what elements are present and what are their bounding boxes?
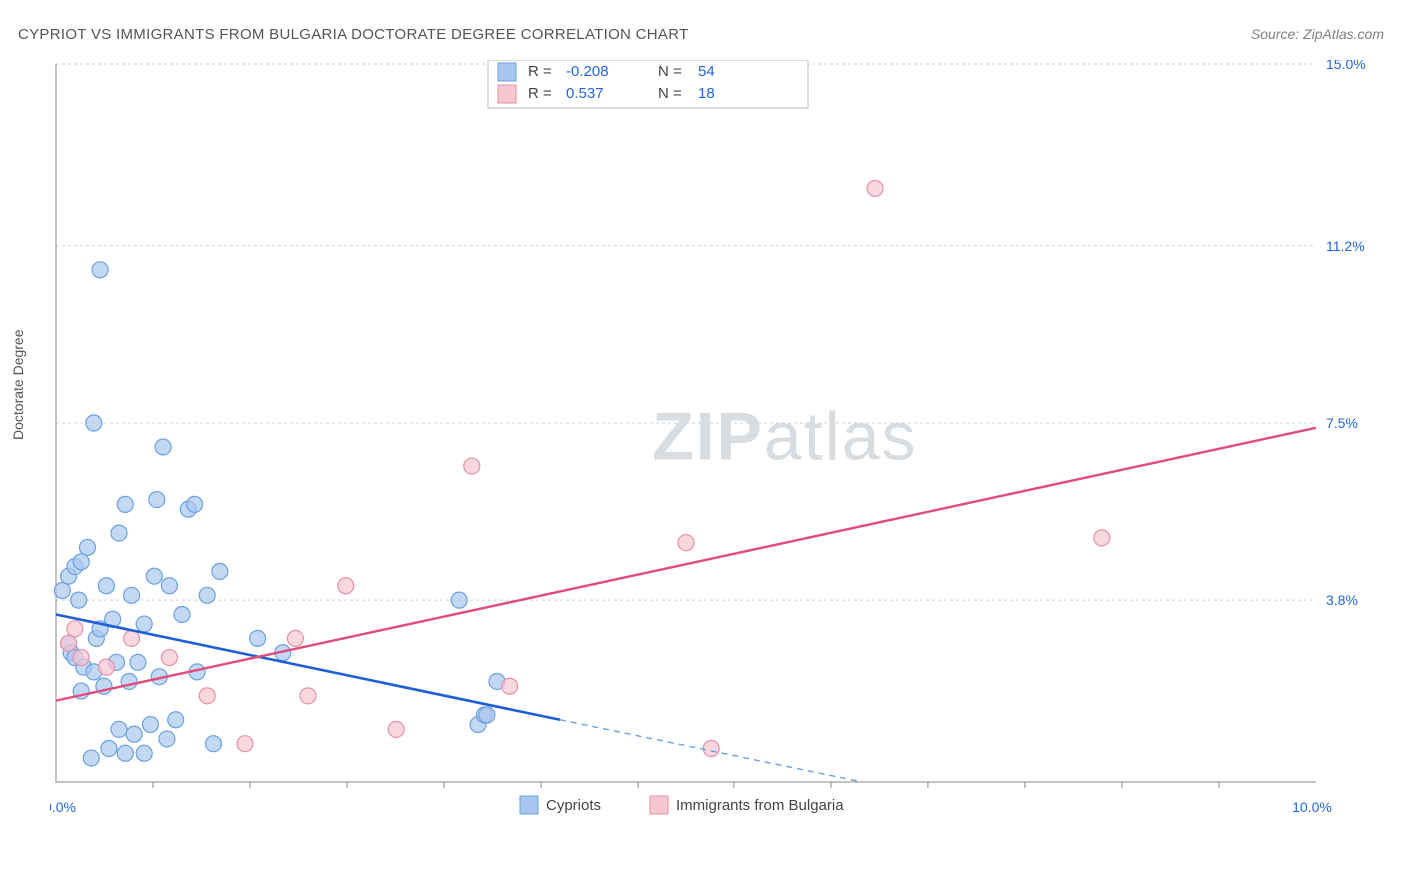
scatter-point [124,630,140,646]
scatter-point [73,554,89,570]
legend-n-value: 54 [698,63,715,80]
scatter-point [71,592,87,608]
legend-swatch [520,796,538,814]
scatter-point [126,726,142,742]
scatter-point [117,496,133,512]
y-tick-label: 7.5% [1326,415,1358,431]
scatter-point [237,736,253,752]
scatter-point [451,592,467,608]
y-axis-label: Doctorate Degree [10,329,26,440]
correlation-scatter-chart: 3.8% 7.5% 11.2% 15.0% ZIPatlas 0.0% 10.0% R = -0… [50,60,1386,828]
legend-series-label: Cypriots [546,797,601,814]
scatter-point [199,587,215,603]
scatter-point [136,745,152,761]
chart-title: CYPRIOT VS IMMIGRANTS FROM BULGARIA DOCT… [18,26,689,43]
x-tick-label: 0.0% [50,799,76,815]
trend-line-dashed [560,720,862,782]
legend-n-value: 18 [698,85,715,102]
legend-n-label: N = [658,85,682,102]
scatter-point [130,654,146,670]
scatter-point [61,635,77,651]
scatter-point [187,496,203,512]
scatter-point [867,180,883,196]
legend-r-value: 0.537 [566,85,604,102]
scatter-point [111,525,127,541]
scatter-point [168,712,184,728]
scatter-point [250,630,266,646]
scatter-point [206,736,222,752]
scatter-point [464,458,480,474]
scatter-point [117,745,133,761]
scatter-point [161,578,177,594]
scatter-point [101,740,117,756]
scatter-point [146,568,162,584]
y-tick-label: 11.2% [1326,238,1365,254]
scatter-point [73,650,89,666]
scatter-point [92,262,108,278]
scatter-point [86,415,102,431]
scatter-point [174,606,190,622]
legend-r-value: -0.208 [566,63,609,80]
scatter-point [678,535,694,551]
legend-swatch [498,85,516,103]
scatter-point [703,740,719,756]
scatter-point [124,587,140,603]
chart-plot-area: 3.8% 7.5% 11.2% 15.0% ZIPatlas 0.0% 10.0% R = -0… [50,60,1386,828]
scatter-point [287,630,303,646]
scatter-point [212,563,228,579]
scatter-point [300,688,316,704]
scatter-point [388,721,404,737]
scatter-point [67,621,83,637]
scatter-point [136,616,152,632]
legend-swatch [650,796,668,814]
scatter-point [83,750,99,766]
scatter-point [161,650,177,666]
legend-swatch [498,63,516,81]
scatter-point [54,583,70,599]
legend-n-label: N = [658,63,682,80]
scatter-point [1094,530,1110,546]
scatter-point [111,721,127,737]
scatter-point [149,492,165,508]
source-credit: Source: ZipAtlas.com [1251,26,1384,42]
y-tick-label: 15.0% [1326,60,1366,72]
legend-series-label: Immigrants from Bulgaria [676,797,844,814]
scatter-point [479,707,495,723]
scatter-point [502,678,518,694]
scatter-point [80,539,96,555]
y-tick-label: 3.8% [1326,592,1358,608]
scatter-point [98,659,114,675]
scatter-point [155,439,171,455]
legend-r-label: R = [528,63,552,80]
watermark: ZIPatlas [652,398,917,474]
scatter-point [338,578,354,594]
scatter-point [98,578,114,594]
scatter-point [143,717,159,733]
scatter-point [159,731,175,747]
x-tick-label: 10.0% [1292,799,1332,815]
scatter-point [199,688,215,704]
legend-r-label: R = [528,85,552,102]
